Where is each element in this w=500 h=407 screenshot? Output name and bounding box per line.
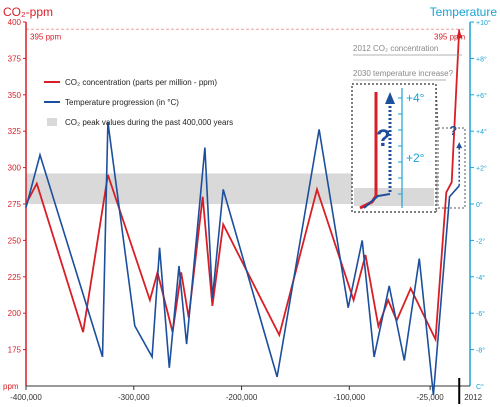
left-tick-label: 200: [8, 309, 22, 318]
x-tick-label: -300,000: [118, 393, 150, 402]
reference-label-right: 395 ppm: [434, 32, 465, 41]
annotation-layer: 2012 CO₂ concentration 2030 temperature i…: [351, 44, 466, 213]
zoom-connector-top: [435, 83, 439, 129]
x-tick-label: -200,000: [226, 393, 258, 402]
right-tick-label: -2°: [476, 237, 485, 245]
inset-tick-label: +2°: [406, 151, 425, 165]
left-tick-label: 175: [8, 346, 22, 355]
x-tick-label: -400,000: [10, 393, 42, 402]
co2-series-line: [25, 29, 461, 343]
right-tick-label: 0°: [476, 201, 483, 209]
legend-label: CO₂ concentration (parts per million - p…: [65, 78, 217, 87]
inset-question-mark: ?: [376, 125, 391, 152]
inset-tick-label: +4°: [406, 91, 425, 105]
question-label: 2030 temperature increase?: [353, 69, 454, 78]
left-tick-label: 375: [8, 54, 22, 63]
right-axis-extra-tick: C°: [476, 383, 484, 391]
temperature-arrow-head: [456, 142, 463, 149]
x-tick-label: 2012: [464, 393, 482, 402]
left-tick-label: 400: [8, 18, 22, 27]
right-tick-label: -6°: [476, 310, 485, 318]
x-tick-label: -100,000: [334, 393, 366, 402]
reference-label: 395 ppm: [30, 32, 61, 41]
left-tick-label: 300: [8, 164, 22, 173]
left-axis-unit: ppm: [3, 382, 19, 391]
inset-peak-band: [354, 188, 434, 206]
right-tick-label: +4°: [476, 128, 487, 136]
current-concentration-label: 2012 CO₂ concentration: [353, 44, 438, 53]
left-axis-title: CO₂-ppm: [3, 5, 53, 19]
inset-temperature-line: [363, 193, 391, 209]
right-tick-label: +8°: [476, 55, 487, 63]
left-tick-label: 325: [8, 127, 22, 136]
right-tick-label: +10°: [476, 19, 491, 27]
x-tick-label: -25,000: [417, 393, 445, 402]
right-tick-label: +6°: [476, 92, 487, 100]
left-tick-label: 250: [8, 236, 22, 245]
legend-label: CO₂ peak values during the past 400,000 …: [65, 118, 233, 127]
small-question-mark: ?: [449, 123, 457, 138]
right-tick-label: +2°: [476, 165, 487, 173]
zoom-connector-bottom: [435, 207, 439, 213]
legend-label: Temperature progression (in °C): [65, 98, 179, 107]
left-tick-label: 275: [8, 200, 22, 209]
right-axis-title: Temperature: [430, 5, 498, 19]
series-layer: ?: [25, 29, 463, 396]
legend-layer: CO₂ concentration (parts per million - p…: [44, 78, 233, 127]
left-tick-label: 225: [8, 273, 22, 282]
right-tick-label: -8°: [476, 347, 485, 355]
right-tick-label: -4°: [476, 274, 485, 282]
temperature-series-line: [25, 121, 460, 396]
left-tick-label: 350: [8, 91, 22, 100]
zoom-source-box: [437, 127, 466, 209]
legend-swatch: [47, 118, 57, 126]
inset-arrow-head: [385, 92, 395, 104]
co2-arrow-head: [456, 29, 463, 39]
